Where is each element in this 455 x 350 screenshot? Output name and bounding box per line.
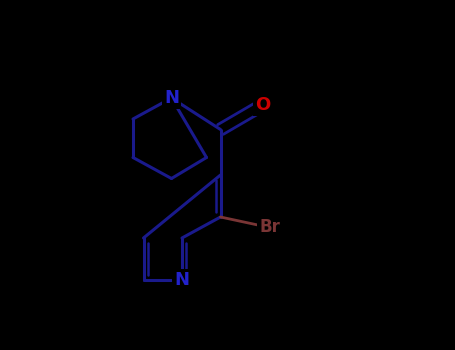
Text: N: N (164, 89, 179, 107)
Text: O: O (255, 96, 270, 114)
Text: N: N (175, 271, 189, 289)
Text: Br: Br (259, 218, 280, 237)
